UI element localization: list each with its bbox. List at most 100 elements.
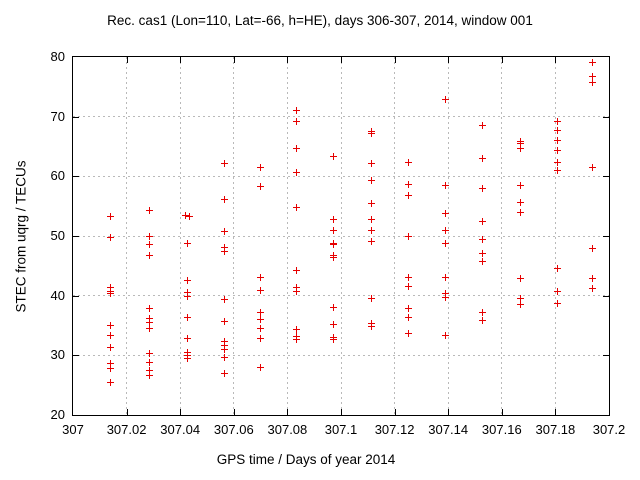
data-point	[516, 294, 524, 302]
data-point	[442, 293, 450, 301]
data-point	[367, 129, 375, 137]
y-tick-mark	[73, 355, 79, 357]
data-point	[330, 215, 338, 223]
data-point	[479, 236, 487, 244]
y-tick-label: 50	[50, 228, 65, 243]
data-point	[442, 182, 450, 190]
data-point	[256, 324, 264, 332]
data-point	[256, 334, 264, 342]
data-point	[256, 363, 264, 371]
data-point	[442, 210, 450, 218]
data-point	[404, 283, 412, 291]
data-point	[442, 273, 450, 281]
data-point	[145, 319, 153, 327]
data-point	[107, 344, 115, 352]
data-point	[107, 364, 115, 372]
data-point	[516, 140, 524, 148]
data-point	[220, 227, 228, 235]
data-point	[442, 332, 450, 340]
y-tick-mark	[603, 295, 609, 297]
data-point	[442, 240, 450, 248]
x-tick-label: 307.18	[535, 422, 576, 437]
data-point	[145, 367, 153, 375]
x-tick-mark	[394, 409, 396, 415]
data-point	[293, 335, 301, 343]
x-tick-label: 307.12	[374, 422, 415, 437]
data-point	[553, 126, 561, 134]
data-point	[589, 59, 597, 67]
data-point	[442, 95, 450, 103]
data-point	[293, 107, 301, 115]
data-point	[220, 370, 228, 378]
data-point	[107, 283, 115, 291]
data-point	[183, 288, 191, 296]
data-point	[330, 226, 338, 234]
data-point	[293, 169, 301, 177]
x-tick-mark	[555, 409, 557, 415]
data-point	[367, 323, 375, 331]
data-point	[479, 122, 487, 130]
horizontal-gridline	[73, 354, 609, 356]
data-point	[367, 319, 375, 327]
data-point	[256, 286, 264, 294]
data-point	[256, 164, 264, 172]
x-tick-mark	[233, 57, 235, 63]
data-point	[256, 182, 264, 190]
x-tick-mark	[341, 57, 342, 63]
data-point	[256, 309, 264, 317]
data-point	[553, 265, 561, 273]
data-point	[367, 295, 375, 303]
data-point	[589, 164, 597, 172]
data-point	[183, 348, 191, 356]
x-tick-label: 307.1	[324, 422, 358, 437]
x-tick-mark	[501, 57, 503, 63]
x-tick-label: 307.2	[592, 422, 626, 437]
x-tick-mark	[180, 409, 182, 415]
data-point	[107, 360, 115, 368]
x-tick-label: 307.16	[481, 422, 522, 437]
data-point	[145, 350, 153, 358]
data-point	[553, 159, 561, 167]
x-tick-mark	[233, 409, 235, 415]
y-tick-label: 70	[50, 108, 65, 124]
data-point	[330, 253, 338, 261]
data-point	[553, 137, 561, 145]
data-point	[330, 336, 338, 344]
x-tick-label: 307.04	[160, 422, 201, 437]
x-tick-mark	[394, 57, 396, 63]
data-point	[479, 185, 487, 193]
data-point	[145, 371, 153, 379]
data-point	[404, 273, 412, 281]
data-point	[367, 200, 375, 208]
data-point	[220, 248, 228, 255]
x-tick-label: 307	[62, 422, 84, 437]
data-point	[404, 159, 412, 167]
data-point	[367, 237, 375, 245]
data-point	[293, 284, 301, 292]
data-point	[330, 320, 338, 328]
data-point	[516, 145, 524, 153]
y-tick-mark	[603, 355, 609, 357]
data-point	[145, 241, 153, 249]
data-point	[107, 332, 115, 340]
data-point	[107, 213, 115, 221]
horizontal-gridline	[73, 295, 609, 297]
data-point	[182, 212, 190, 220]
data-point	[220, 337, 228, 345]
data-point	[145, 358, 153, 366]
x-tick-mark	[448, 57, 450, 63]
data-point	[404, 314, 412, 322]
data-point	[553, 287, 561, 295]
x-tick-mark	[287, 57, 289, 63]
data-point	[553, 117, 561, 125]
y-tick-mark	[73, 236, 79, 237]
data-point	[293, 117, 301, 125]
data-point	[479, 154, 487, 162]
horizontal-gridline	[73, 116, 609, 118]
data-point	[367, 177, 375, 184]
data-point	[367, 160, 375, 168]
data-point	[183, 335, 191, 343]
data-point	[479, 218, 487, 226]
data-point	[183, 292, 191, 300]
